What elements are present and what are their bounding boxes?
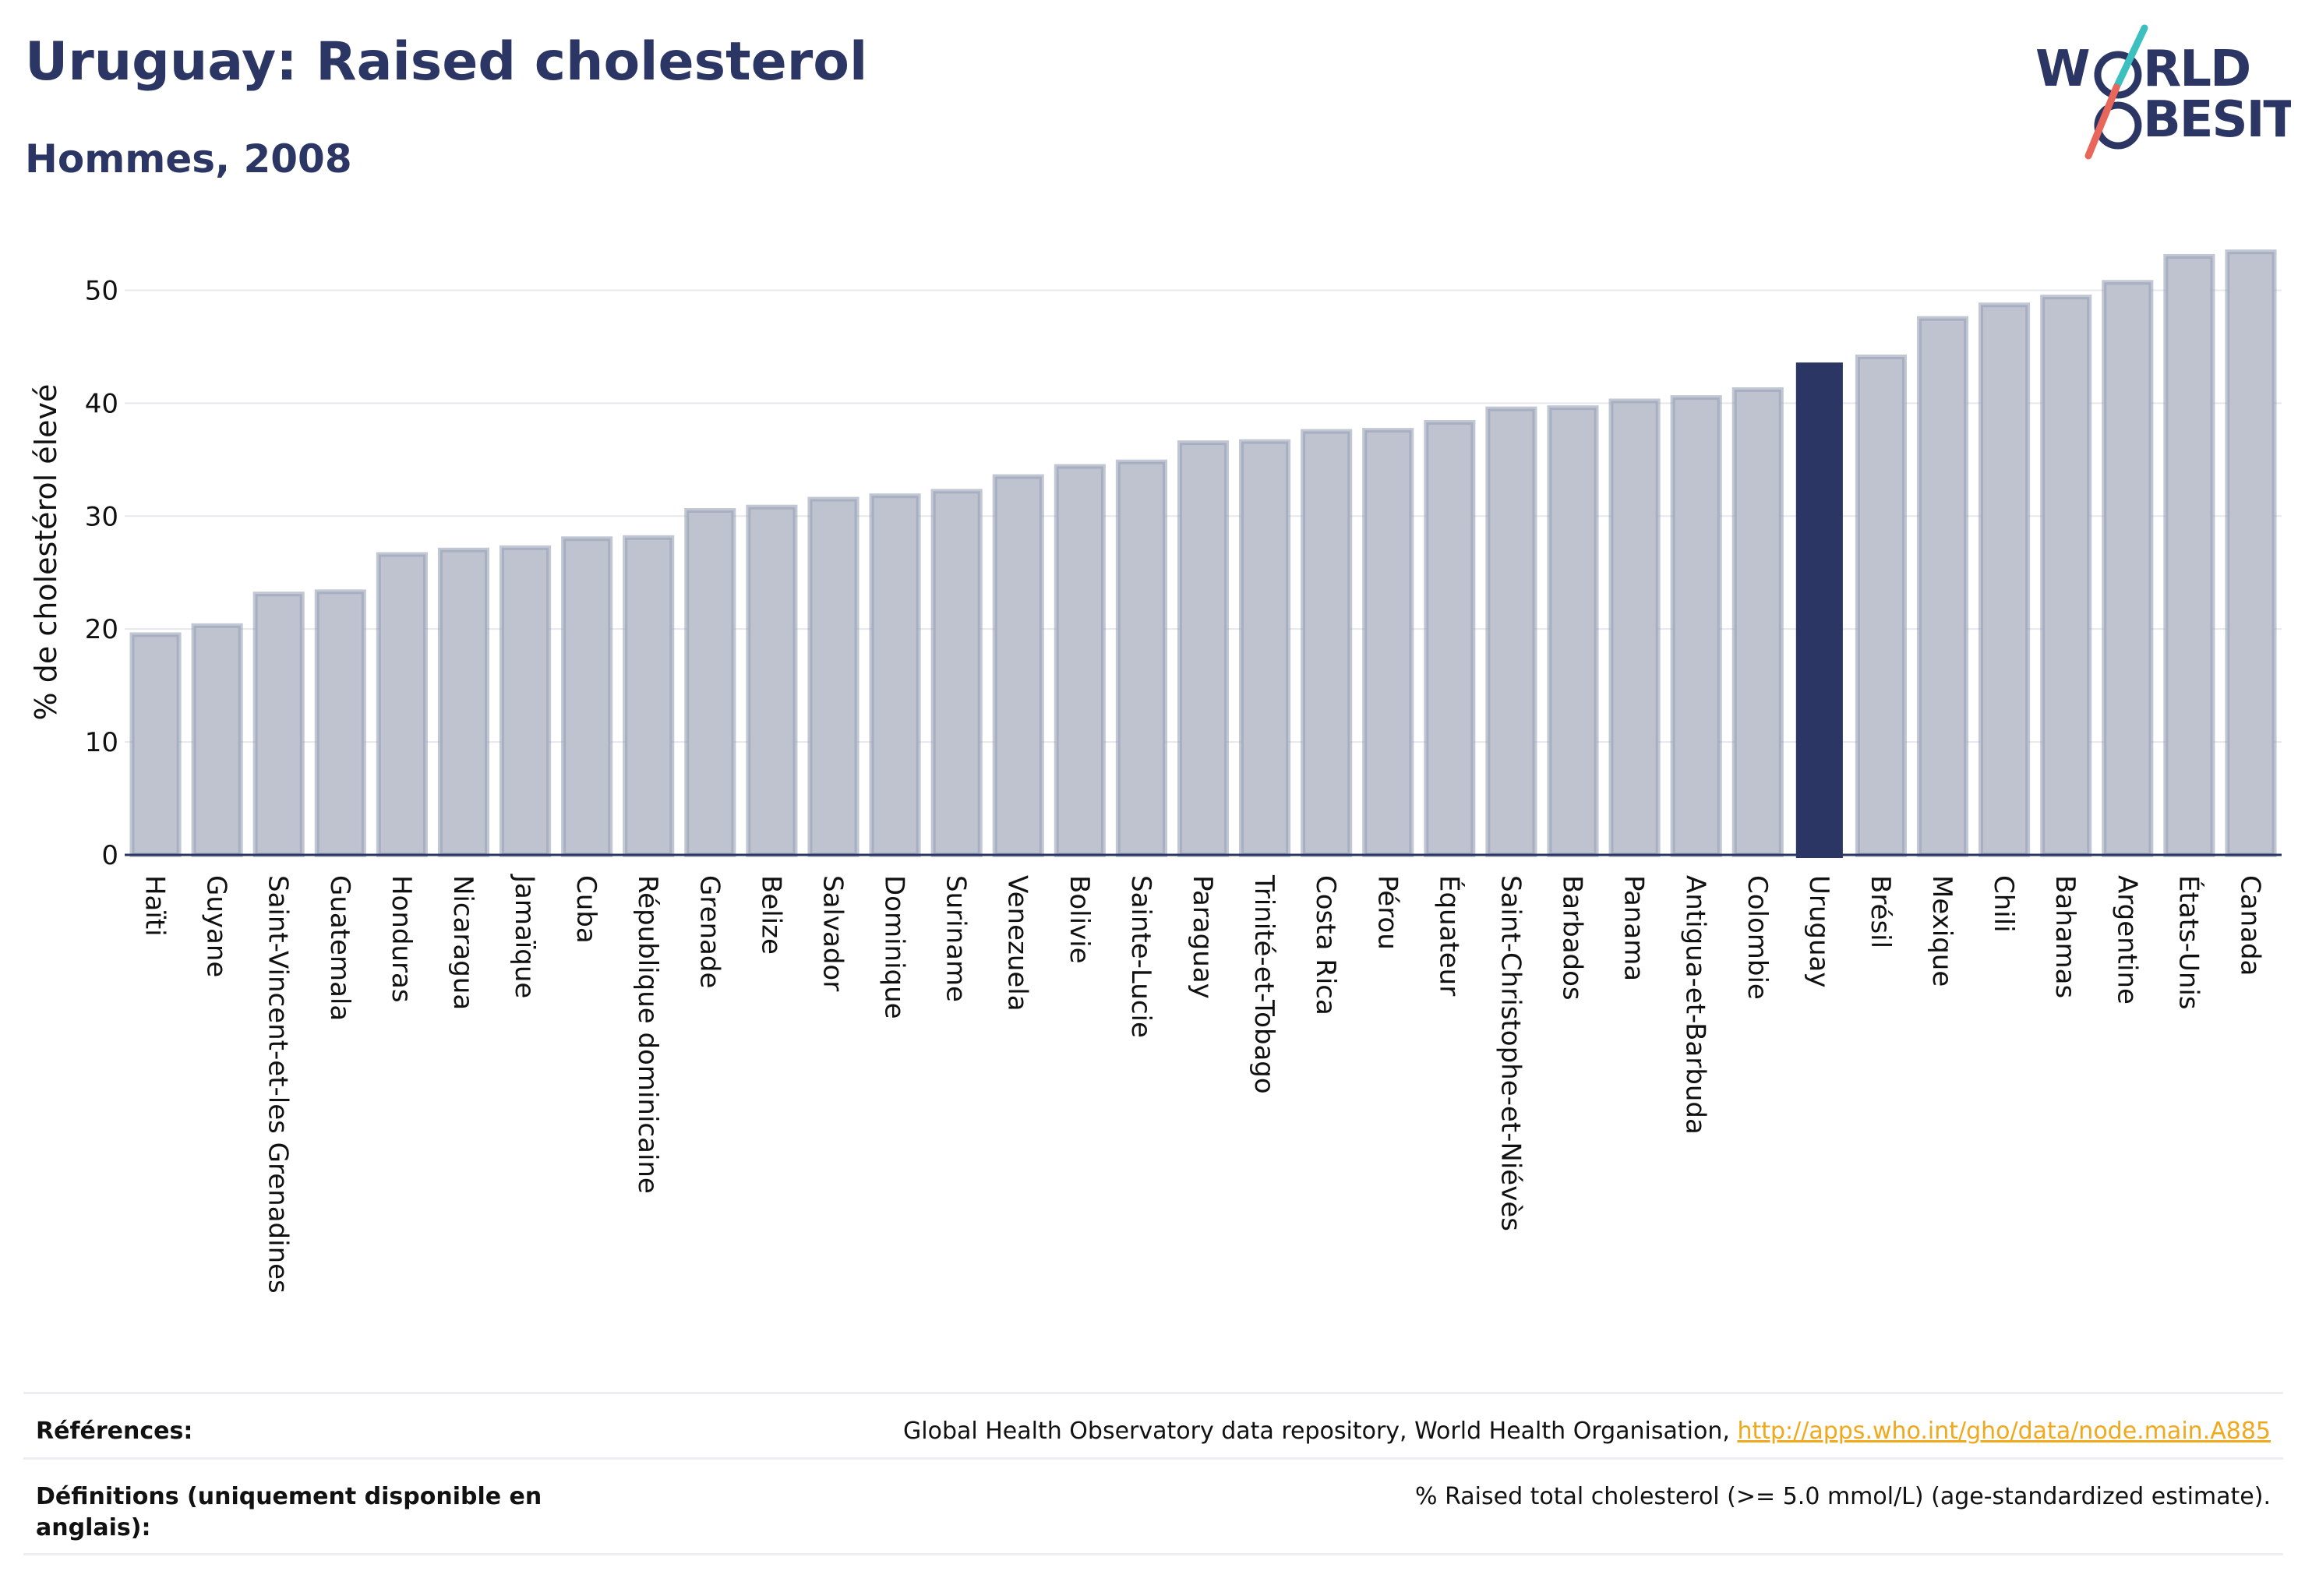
x-tick-label: Uruguay [1803, 875, 1834, 988]
bar [1916, 316, 1969, 857]
x-tick-label: Bahamas [2049, 875, 2081, 998]
x-tick-label: Équateur [1433, 875, 1465, 996]
y-tick-label: 10 [85, 727, 118, 758]
bar [1485, 406, 1537, 857]
x-tick-label: Suriname [941, 875, 972, 1002]
bar [129, 632, 182, 857]
bar-chart: 0 10 20 30 40 50 Haïti Guyane Saint-Vincent-et-… [29, 249, 2282, 1294]
bar [869, 493, 921, 857]
bar [807, 496, 860, 857]
y-tick-label: 30 [85, 501, 118, 532]
bar [2040, 295, 2092, 857]
x-tick-label: Venezuela [1002, 875, 1033, 1012]
references-text: Global Health Observatory data repositor… [903, 1418, 1738, 1445]
bar [1239, 439, 1291, 857]
references-row: Références: Global Health Observatory da… [23, 1392, 2283, 1457]
bar [1115, 459, 1167, 857]
world-obesity-logo-graphic: W RLD BESITY [2035, 24, 2305, 160]
x-tick-label: Sainte-Lucie [1125, 875, 1156, 1038]
x-tick-label: Chili [1988, 875, 2019, 933]
bars [129, 249, 2277, 858]
x-tick-label: Grenade [694, 875, 725, 988]
bar [561, 536, 613, 857]
x-tick-label: Barbados [1557, 875, 1588, 1001]
references-value: Global Health Observatory data repositor… [903, 1416, 2271, 1447]
bar [930, 489, 983, 857]
world-obesity-logo: W RLD BESITY [2026, 23, 2305, 171]
x-tick-label: Bolivie [1064, 875, 1095, 964]
footer-table: Références: Global Health Observatory da… [23, 1392, 2283, 1555]
bar [684, 508, 736, 857]
x-tick-label: Guatemala [324, 875, 355, 1021]
definitions-row: Définitions (uniquement disponible en an… [23, 1457, 2283, 1555]
x-tick-label: Trinité-et-Tobago [1248, 874, 1280, 1094]
bar [1547, 405, 1599, 857]
bar [1608, 398, 1661, 857]
x-tick-label: Belize [755, 875, 786, 955]
y-axis-ticks: 0 10 20 30 40 50 [85, 275, 118, 871]
references-label: Références: [36, 1418, 193, 1445]
x-tick-label: Saint-Vincent-et-les Grenadines [263, 875, 294, 1294]
definitions-label: Définitions (uniquement disponible en an… [36, 1483, 542, 1541]
bar [499, 545, 552, 858]
bar-highlight [1795, 362, 1843, 858]
x-tick-label: Nicaragua [447, 875, 478, 1010]
x-tick-label: Jamaïque [509, 874, 540, 998]
bar [2225, 249, 2277, 858]
references-link[interactable]: http://apps.who.int/gho/data/node.main.A… [1737, 1418, 2271, 1445]
x-tick-label: Paraguay [1187, 875, 1218, 999]
bar [1054, 464, 1106, 858]
x-axis-labels: Haïti Guyane Saint-Vincent-et-les Grenadin… [139, 874, 2266, 1294]
x-tick-label: Saint-Christophe-et-Niévès [1495, 875, 1526, 1231]
bar [376, 552, 428, 857]
x-tick-label: Cuba [570, 875, 602, 944]
bar [992, 474, 1044, 858]
bar [252, 591, 305, 857]
svg-text:W: W [2035, 41, 2089, 98]
x-tick-label: Haïti [139, 875, 171, 937]
bar [1177, 440, 1230, 857]
page-title: Uruguay: Raised cholesterol [25, 31, 868, 93]
x-tick-label: Mexique [1926, 875, 1957, 987]
bar [1424, 419, 1476, 857]
page-subtitle: Hommes, 2008 [25, 136, 352, 182]
x-tick-label: Salvador [817, 875, 848, 991]
x-tick-label: Antigua-et-Barbuda [1680, 875, 1711, 1135]
bar [1670, 395, 1722, 858]
x-tick-label: Panama [1618, 875, 1650, 981]
x-tick-label: Dominique [879, 875, 910, 1019]
bar [1301, 429, 1353, 857]
y-tick-label: 20 [85, 614, 118, 645]
bar [191, 623, 243, 857]
bar [1855, 354, 1907, 857]
definitions-value: % Raised total cholesterol (>= 5.0 mmol/… [1415, 1483, 2271, 1510]
bar [1731, 387, 1784, 857]
bar [314, 589, 366, 857]
bar [2102, 280, 2154, 857]
x-tick-label: Costa Rica [1310, 875, 1341, 1015]
bar [1978, 302, 2031, 857]
y-tick-label: 50 [85, 275, 118, 306]
x-tick-label: États-Unis [2173, 875, 2204, 1010]
svg-text:BESITY: BESITY [2143, 91, 2291, 149]
bar [746, 504, 798, 857]
x-tick-label: République dominicaine [632, 875, 663, 1194]
x-tick-label: Guyane [201, 875, 232, 977]
y-axis-title: % de cholestérol élevé [29, 384, 63, 721]
bar [2163, 253, 2215, 857]
bar [623, 535, 675, 858]
svg-text:RLD: RLD [2143, 41, 2250, 98]
x-tick-label: Honduras [386, 875, 417, 1003]
x-tick-label: Canada [2234, 875, 2265, 976]
x-tick-label: Brésil [1865, 875, 1896, 948]
x-tick-label: Pérou [1371, 875, 1403, 950]
x-tick-label: Argentine [2111, 875, 2142, 1005]
x-tick-label: Colombie [1742, 875, 1773, 1000]
bar [1362, 428, 1414, 857]
bar [437, 547, 490, 858]
y-tick-label: 40 [85, 388, 118, 419]
y-tick-label: 0 [101, 840, 118, 871]
